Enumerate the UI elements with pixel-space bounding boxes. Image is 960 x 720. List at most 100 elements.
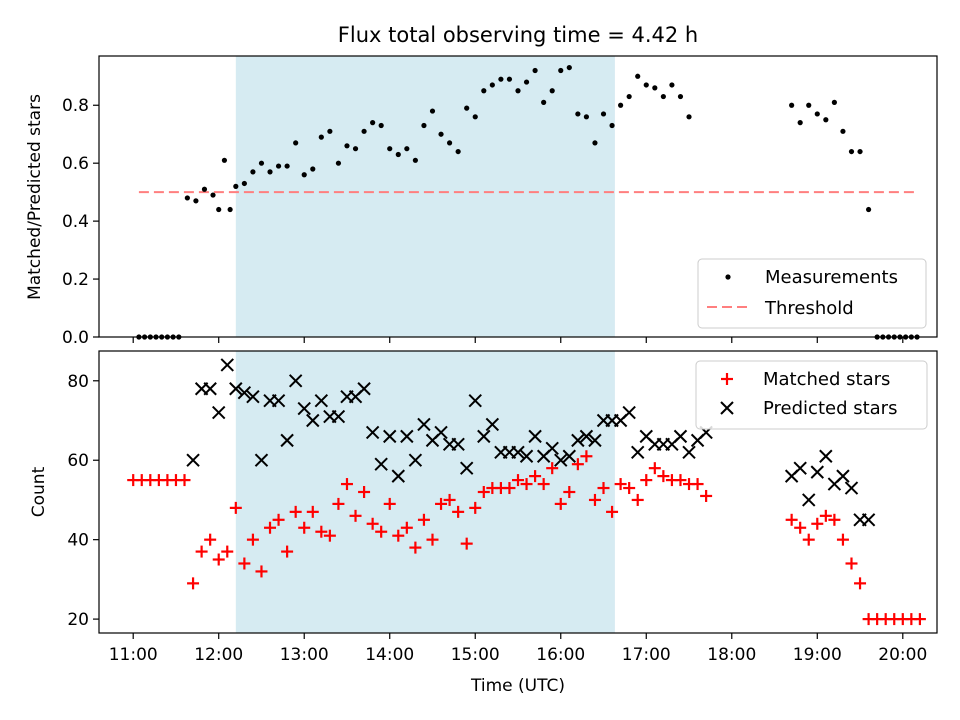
measurement-point <box>831 99 837 105</box>
top-measurement-points <box>136 64 920 340</box>
matched-star-marker <box>563 486 576 498</box>
measurement-point <box>523 79 530 85</box>
measurement-point <box>635 73 641 79</box>
top-plot-frame <box>98 55 938 338</box>
top-panel: Flux total observing time = 4.42 h 0.0 0.… <box>25 23 938 348</box>
matched-star-marker <box>281 545 294 558</box>
measurement-point <box>438 131 444 137</box>
measurement-point <box>455 148 461 155</box>
matched-star-marker <box>802 533 815 546</box>
matched-star-marker <box>366 517 379 530</box>
matched-star-marker <box>452 505 465 518</box>
predicted-star-marker <box>588 433 602 448</box>
predicted-star-marker <box>229 382 243 396</box>
top-y-tick-label: 0.0 <box>62 328 89 348</box>
bottom-legend-box <box>695 360 928 430</box>
measurement-point <box>301 172 307 178</box>
measurement-point <box>532 67 538 74</box>
measurement-point <box>823 117 829 123</box>
bottom-x-tick-label: 11:00 <box>109 645 158 665</box>
measurement-point <box>600 111 607 117</box>
measurement-point <box>789 102 795 108</box>
bottom-x-tick-label: 16:00 <box>536 645 585 665</box>
matched-star-marker <box>674 474 687 487</box>
predicted-star-marker <box>400 429 414 444</box>
predicted-star-marker <box>459 461 474 475</box>
measurement-point <box>797 120 803 126</box>
matched-star-marker <box>597 482 610 495</box>
predicted-star-marker <box>682 445 696 459</box>
matched-star-marker <box>580 450 593 463</box>
measurement-point <box>814 111 820 117</box>
matched-star-marker <box>640 474 653 487</box>
predicted-star-marker <box>254 453 269 467</box>
matched-star-marker <box>623 482 636 495</box>
measurement-point <box>618 102 624 108</box>
predicted-star-marker <box>793 461 807 475</box>
measurement-point <box>404 146 410 152</box>
measurement-point <box>335 160 342 166</box>
matched-star-marker <box>443 493 456 506</box>
measurement-point <box>609 122 615 129</box>
measurement-point <box>652 85 658 91</box>
predicted-star-marker <box>417 417 431 432</box>
matched-star-marker <box>221 545 234 558</box>
matched-star-marker <box>819 509 832 522</box>
matched-star-marker <box>529 470 542 483</box>
predicted-star-marker <box>408 453 423 467</box>
matched-star-marker <box>435 497 448 510</box>
matched-star-marker <box>289 505 302 518</box>
matched-star-marker <box>845 557 858 570</box>
predicted-star-marker <box>673 429 688 444</box>
matched-star-marker <box>811 517 824 530</box>
predicted-star-marker <box>477 429 491 444</box>
predicted-star-marker <box>511 445 525 459</box>
measurement-point <box>412 157 418 163</box>
matched-star-marker <box>828 513 841 526</box>
matched-star-marker <box>255 565 268 578</box>
matched-star-marker <box>187 577 200 590</box>
top-chart-title: Flux total observing time = 4.42 h <box>338 23 698 47</box>
bottom-x-tick-label: 14:00 <box>365 645 414 665</box>
matched-star-marker <box>477 486 490 498</box>
legend-matched-marker <box>721 373 733 385</box>
matched-star-marker <box>383 497 396 510</box>
predicted-star-marker <box>545 441 559 456</box>
predicted-star-marker <box>297 401 311 416</box>
measurement-point <box>193 198 199 204</box>
predicted-star-marker <box>237 385 252 400</box>
bottom-y-tick-label: 40 <box>67 531 89 551</box>
matched-star-marker <box>306 505 319 518</box>
measurement-point <box>592 140 598 146</box>
bottom-legend: Matched stars Predicted stars <box>695 360 928 430</box>
predicted-star-marker <box>365 425 380 440</box>
matched-star-marker <box>631 493 644 506</box>
predicted-star-marker <box>246 389 260 404</box>
matched-star-marker <box>469 501 482 514</box>
predicted-star-marker <box>836 469 850 483</box>
measurement-point <box>327 128 333 134</box>
matched-star-marker <box>460 537 473 550</box>
legend-threshold-label: Threshold <box>764 298 854 319</box>
matched-star-marker <box>426 533 439 546</box>
measurement-point <box>284 163 290 169</box>
measurement-point <box>575 111 581 117</box>
predicted-star-marker <box>579 429 594 444</box>
measurement-point <box>310 166 316 172</box>
measurement-point <box>660 93 666 100</box>
bottom-shaded-span <box>235 351 615 633</box>
measurement-point <box>318 134 324 140</box>
measurement-point <box>626 93 632 100</box>
measurement-point <box>677 93 684 100</box>
measurement-point <box>201 186 208 192</box>
measurement-point <box>446 140 453 146</box>
measurement-point <box>549 88 555 94</box>
matched-star-marker <box>340 478 353 491</box>
predicted-star-marker <box>519 449 534 463</box>
top-y-tick-label: 0.2 <box>62 270 89 290</box>
measurement-point <box>275 163 282 169</box>
predicted-star-marker <box>468 393 482 408</box>
matched-star-marker <box>794 521 807 534</box>
measurement-point <box>370 120 376 126</box>
